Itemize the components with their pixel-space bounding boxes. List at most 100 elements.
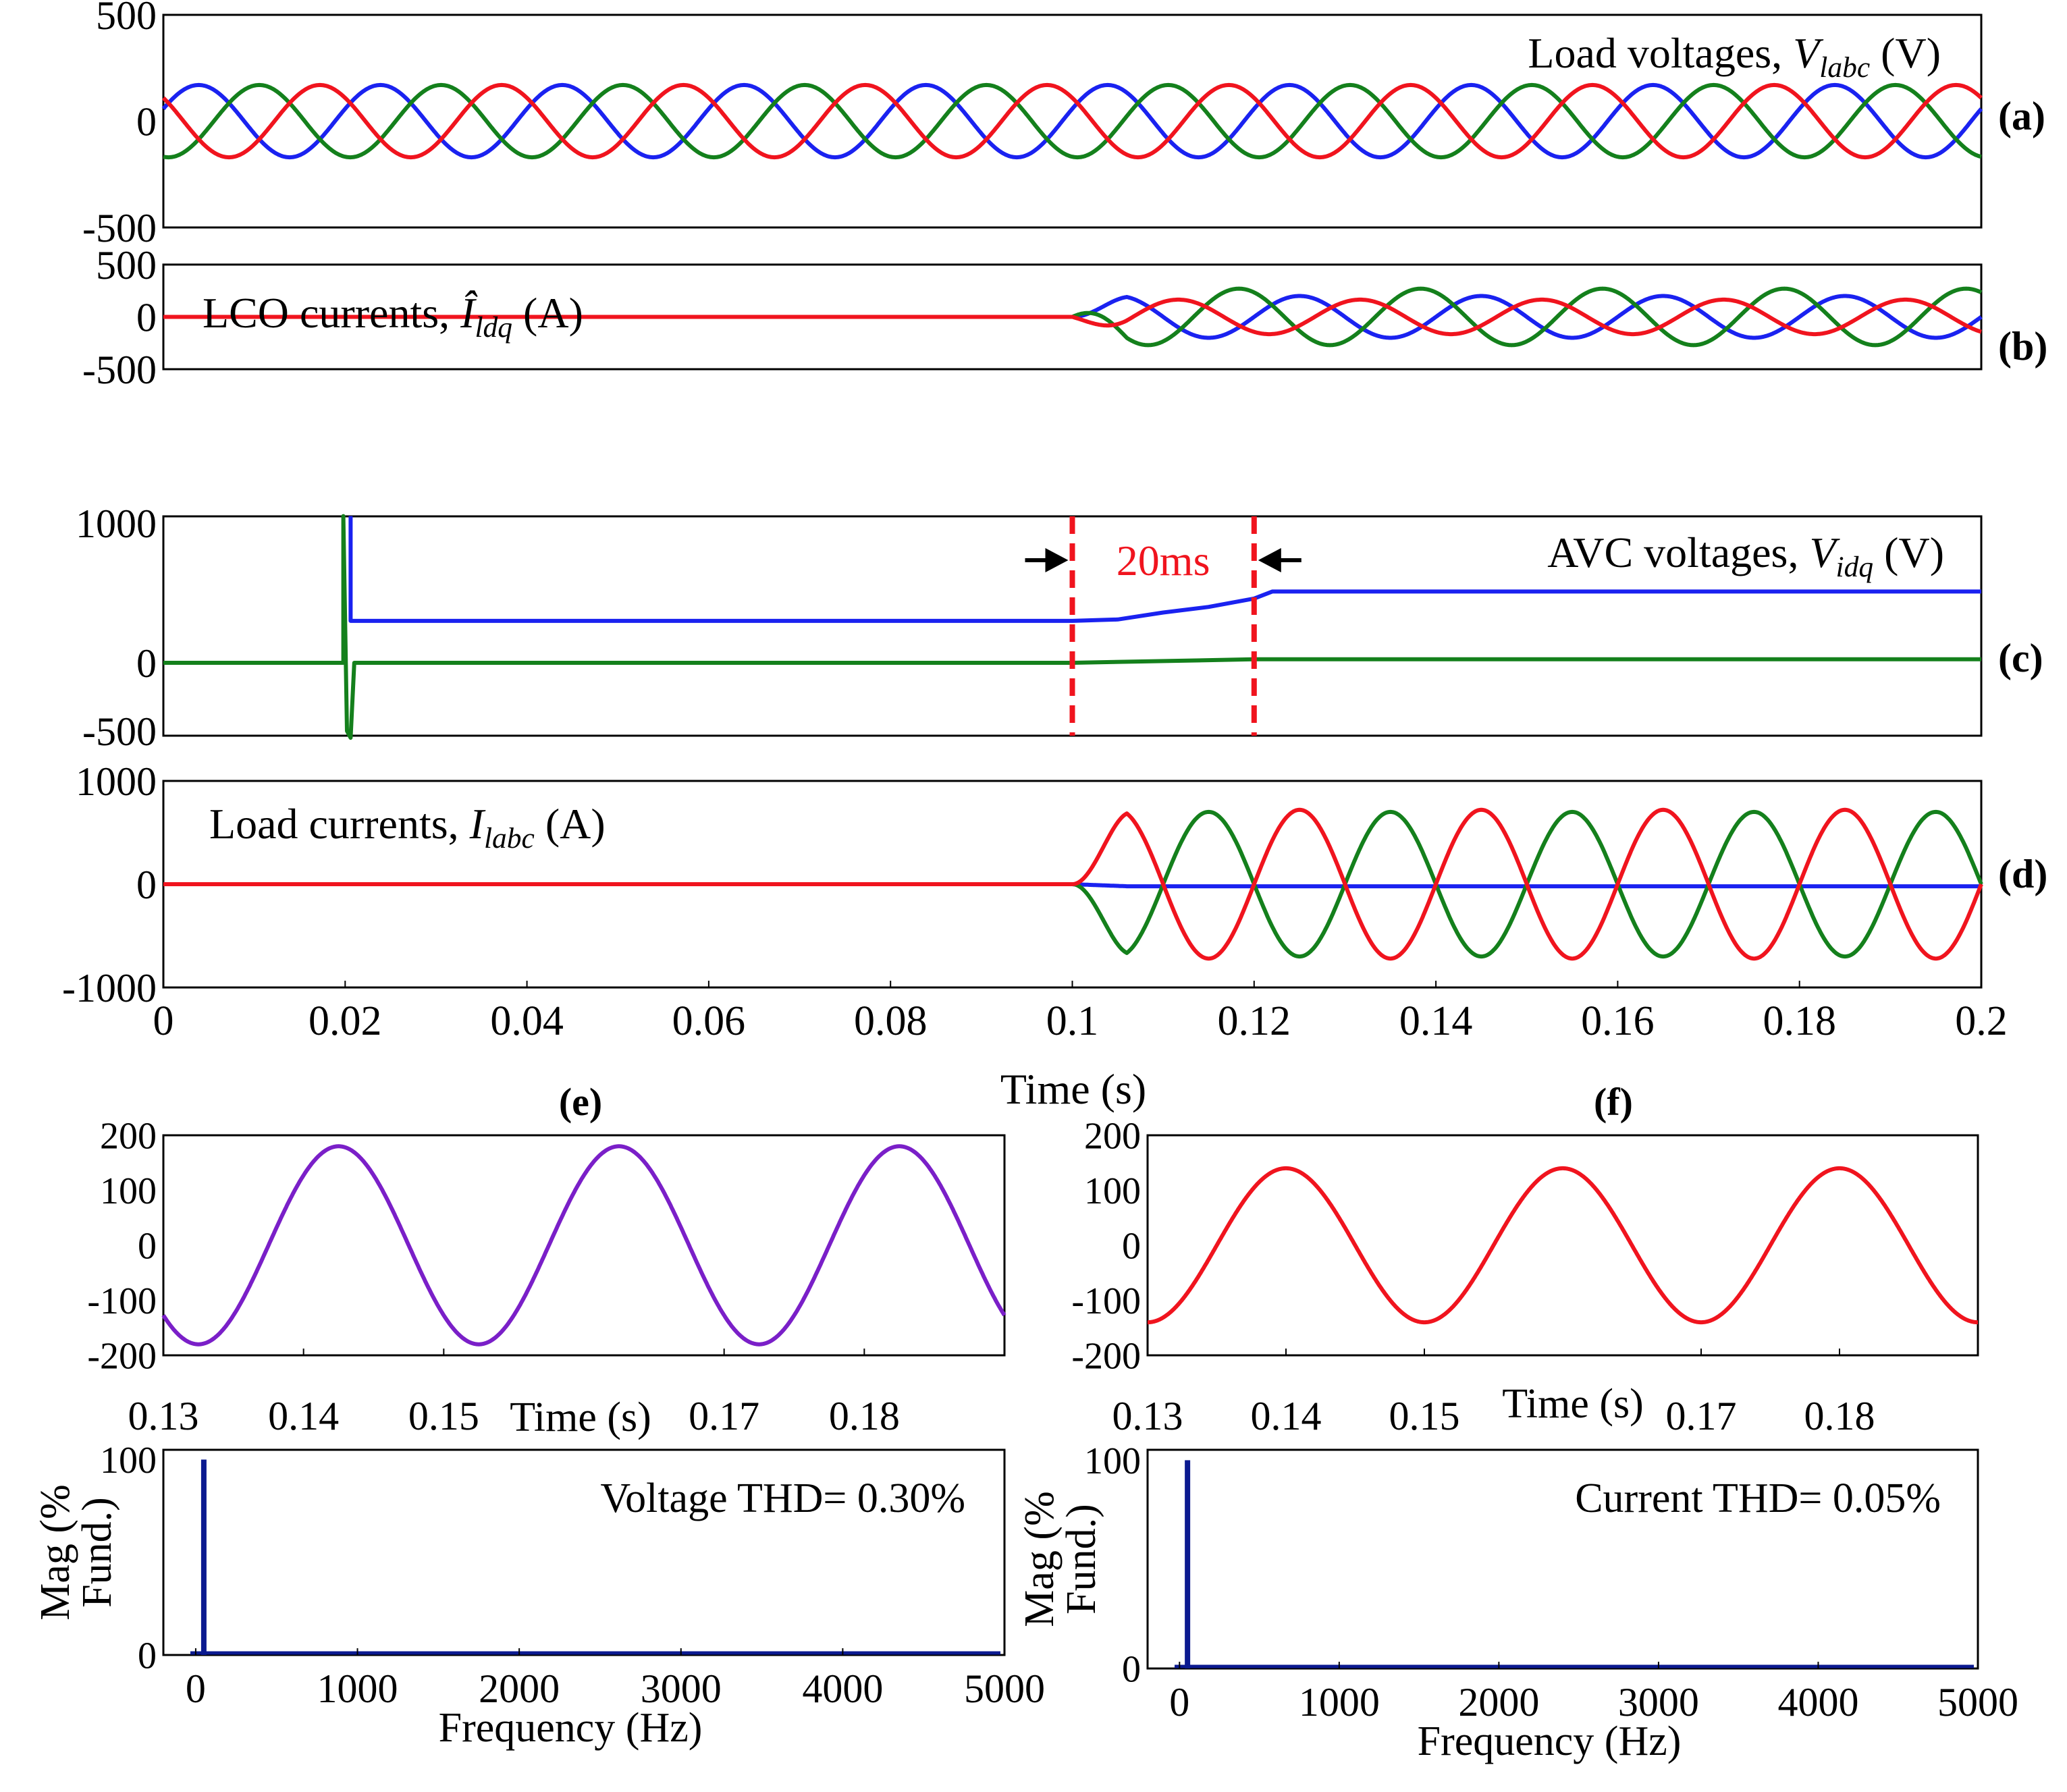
main-x-axis-label: Time (s) bbox=[1000, 1065, 1146, 1113]
x-tick-label: 2000 bbox=[1458, 1680, 1539, 1725]
panel-title-title-sub: labc bbox=[484, 822, 535, 854]
series-2-line bbox=[161, 82, 1983, 160]
x-tick-label: 0.15 bbox=[408, 1394, 479, 1438]
panel-a: 500 0 -500 (a) Load voltages, Vlabc (V) bbox=[82, 0, 2045, 250]
y-tick-label: 0 bbox=[1122, 1226, 1141, 1268]
panel-title-title: Load voltages, bbox=[1528, 29, 1793, 77]
y-tick-label: -200 bbox=[87, 1336, 157, 1378]
x-tick-label: 0.14 bbox=[1251, 1394, 1322, 1438]
panel-title-title-unit: (V) bbox=[1870, 29, 1941, 77]
panel-e-time: 200 100 0 -100 -200 0.13 0.14 0.15 0.17 0.18 Time … bbox=[87, 1080, 1006, 1440]
series-1-line bbox=[163, 514, 1981, 740]
x-tick-label: 0.13 bbox=[128, 1394, 199, 1438]
y-tick-label: 0 bbox=[138, 1226, 157, 1268]
y-tick-label: 0 bbox=[136, 100, 157, 144]
x-tick-label: 0.17 bbox=[1666, 1394, 1737, 1438]
y-axis-label-line2: Fund.) bbox=[74, 1497, 120, 1608]
panel-title: Load voltages, Vlabc (V) bbox=[1528, 29, 1941, 84]
thd-label: Voltage THD= 0.30% bbox=[600, 1475, 965, 1521]
y-tick-label: -200 bbox=[1071, 1336, 1141, 1378]
x-tick-label: 0 bbox=[186, 1666, 206, 1711]
x-tick-label: 0.14 bbox=[268, 1394, 339, 1438]
x-tick-label: 3000 bbox=[1618, 1680, 1699, 1725]
panel-title-title-sym: I bbox=[469, 800, 486, 848]
x-tick-label: 0 bbox=[153, 998, 174, 1044]
plot-frame bbox=[162, 1448, 1006, 1656]
plot-frame bbox=[162, 1134, 1006, 1357]
x-tick-label: 0.18 bbox=[1763, 998, 1836, 1044]
x-tick-label: 0.04 bbox=[490, 998, 564, 1044]
x-tick-label: 0.15 bbox=[1389, 1394, 1460, 1438]
panel-title: Load currents, Ilabc (A) bbox=[209, 800, 606, 854]
arrow-right-head bbox=[1258, 548, 1281, 572]
y-tick-label: -100 bbox=[1071, 1280, 1141, 1322]
x-tick-label: 4000 bbox=[1777, 1680, 1858, 1725]
panel-title-title-unit: (V) bbox=[1873, 528, 1944, 576]
y-tick-label: -500 bbox=[82, 709, 157, 754]
x-tick-label: 0.14 bbox=[1399, 998, 1473, 1044]
panel-b: 500 0 -500 (b) LCO currents, Îldq (A) bbox=[82, 243, 2047, 392]
y-tick-label: 0 bbox=[1122, 1649, 1141, 1691]
y-axis-label-line1: Mag (% bbox=[32, 1484, 78, 1620]
annotation-20ms: 20ms bbox=[1117, 537, 1210, 585]
y-tick-label: 1000 bbox=[76, 759, 157, 804]
x-tick-label: 1000 bbox=[317, 1666, 398, 1711]
series-1-line bbox=[162, 82, 1983, 160]
y-tick-label: 0 bbox=[136, 641, 157, 686]
panel-title-title-sym: V bbox=[1793, 29, 1824, 77]
panel-label: (d) bbox=[1998, 852, 2047, 896]
series-2-line bbox=[162, 297, 1983, 337]
x-tick-label: 5000 bbox=[1937, 1680, 2018, 1725]
x-tick-label: 2000 bbox=[479, 1666, 560, 1711]
panel-title-title: LCO currents, bbox=[203, 289, 460, 337]
y-tick-label: 0 bbox=[136, 296, 157, 340]
series-0-line bbox=[161, 1144, 1006, 1347]
panel-f-time: 200 100 0 -100 -200 0.13 0.14 0.15 0.17 0.18 Time … bbox=[1071, 1080, 1980, 1438]
x-tick-label: 0.2 bbox=[1955, 998, 2008, 1044]
panel-title-title-sub: ldq bbox=[475, 311, 512, 344]
x-tick-label: 5000 bbox=[964, 1666, 1045, 1711]
panel-title-title-sym: V bbox=[1809, 528, 1840, 576]
x-axis-label: Time (s) bbox=[510, 1394, 651, 1440]
x-tick-label: 3000 bbox=[641, 1666, 722, 1711]
thd-label: Current THD= 0.05% bbox=[1575, 1475, 1941, 1521]
x-tick-label: 0.18 bbox=[829, 1394, 900, 1438]
y-tick-label: 100 bbox=[1084, 1440, 1141, 1482]
plot-frame bbox=[162, 13, 1983, 229]
y-tick-label: 100 bbox=[100, 1440, 157, 1482]
arrow-left-head bbox=[1045, 548, 1069, 572]
y-axis-label-line1: Mag (% bbox=[1017, 1491, 1063, 1627]
y-tick-label: -1000 bbox=[62, 966, 157, 1010]
y-tick-label: 100 bbox=[1084, 1170, 1141, 1212]
x-axis-label: Frequency (Hz) bbox=[439, 1705, 703, 1751]
panel-label: (c) bbox=[1998, 636, 2043, 680]
panel-title: LCO currents, Îldq (A) bbox=[203, 289, 583, 344]
panel-label: (f) bbox=[1594, 1080, 1633, 1124]
x-tick-label: 0.12 bbox=[1218, 998, 1291, 1044]
panel-title-title-sub: labc bbox=[1819, 51, 1870, 84]
y-tick-label: 500 bbox=[96, 243, 157, 288]
x-tick-label: 0.18 bbox=[1804, 1394, 1875, 1438]
panel-title-title-unit: (A) bbox=[535, 800, 606, 848]
y-axis-label-line2: Fund.) bbox=[1058, 1504, 1104, 1614]
series-2-line bbox=[162, 807, 1983, 961]
x-tick-label: 0.13 bbox=[1112, 1394, 1183, 1438]
series-0-line bbox=[348, 516, 1981, 623]
spectrum-bar-0 bbox=[200, 1459, 207, 1655]
x-tick-label: 0.06 bbox=[672, 998, 746, 1044]
panel-label: (a) bbox=[1998, 94, 2045, 138]
x-tick-label: 0.17 bbox=[689, 1394, 759, 1438]
y-tick-label: 0 bbox=[136, 863, 157, 907]
panel-label: (b) bbox=[1998, 324, 2047, 369]
y-axis-label: Mag (%Fund.) bbox=[1017, 1491, 1104, 1627]
y-tick-label: 200 bbox=[100, 1116, 157, 1158]
y-tick-label: -500 bbox=[82, 348, 157, 392]
x-tick-label: 0.1 bbox=[1046, 998, 1099, 1044]
x-tick-label: 0.02 bbox=[308, 998, 382, 1044]
plot-frame bbox=[1146, 1134, 1979, 1357]
panel-title-title-unit: (A) bbox=[512, 289, 583, 337]
y-tick-label: -100 bbox=[87, 1280, 157, 1322]
